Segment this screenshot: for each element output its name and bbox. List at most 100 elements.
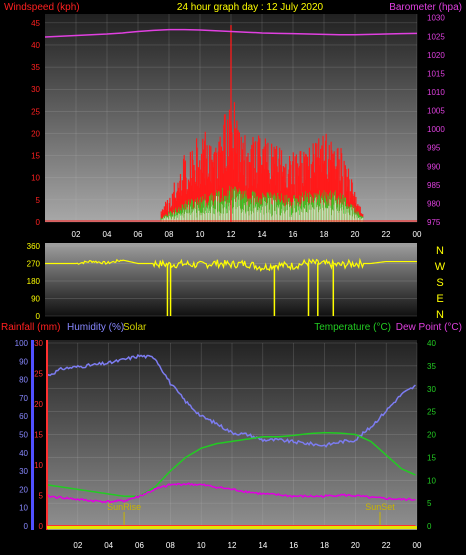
windspeed-tick-label: 0: [36, 218, 41, 227]
humidity-tick-label: 50: [19, 431, 28, 440]
barometer-tick-label: 1015: [427, 69, 445, 78]
temperature-tick-label: 10: [427, 476, 436, 485]
compass-label: N: [436, 309, 444, 321]
temperature-tick-label: 0: [427, 522, 432, 531]
temp-hour-label: 06: [135, 541, 144, 550]
temperature-tick-label: 15: [427, 453, 436, 462]
humidity-tick-label: 40: [19, 449, 28, 458]
temperature-humidity-panel: Rainfall (mm) Humidity (%) Solar Tempera…: [1, 322, 462, 550]
wind-hour-label: 16: [289, 230, 298, 239]
temp-hour-label: 10: [197, 541, 206, 550]
dewpoint-line: [46, 482, 416, 504]
rainfall-axis-bar: [46, 340, 48, 530]
rainfall-axis-label: Rainfall (mm): [1, 322, 60, 333]
rainfall-tick-label: 30: [34, 339, 43, 348]
windspeed-tick-label: 25: [31, 107, 40, 116]
barometer-tick-label: 1020: [427, 51, 445, 60]
temperature-tick-label: 35: [427, 362, 436, 371]
wind-hour-label: 04: [103, 230, 112, 239]
wind-hour-label: 22: [382, 230, 391, 239]
wind-hour-label: 08: [165, 230, 174, 239]
barometer-tick-label: 1025: [427, 32, 445, 41]
rainfall-tick-label: 25: [34, 370, 43, 379]
barometer-tick-label: 990: [427, 162, 441, 171]
graph-title: 24 hour graph day : 12 July 2020: [177, 2, 324, 13]
wind-hour-label: 00: [413, 230, 422, 239]
temp-hour-label: 16: [289, 541, 298, 550]
humidity-tick-label: 10: [19, 504, 28, 513]
direction-tick-label: 0: [36, 312, 41, 321]
temp-hour-label: 02: [73, 541, 82, 550]
wind-hour-label: 10: [196, 230, 205, 239]
rainfall-tick-label: 5: [39, 492, 44, 501]
humidity-tick-label: 60: [19, 412, 28, 421]
temp-hour-label: 00: [413, 541, 422, 550]
humidity-axis-bar: [31, 340, 34, 530]
barometer-tick-label: 1000: [427, 125, 445, 134]
barometer-tick-label: 975: [427, 218, 441, 227]
compass-label: W: [435, 261, 446, 273]
compass-label: S: [436, 277, 443, 289]
windspeed-tick-label: 45: [31, 19, 40, 28]
direction-tick-label: 270: [27, 260, 41, 269]
temperature-line: [46, 431, 416, 498]
compass-label: E: [436, 293, 443, 305]
temp-hour-label: 22: [382, 541, 391, 550]
direction-tick-label: 180: [27, 277, 41, 286]
temp-hour-label: 14: [258, 541, 267, 550]
temperature-tick-label: 25: [427, 408, 436, 417]
humidity-tick-label: 0: [24, 522, 29, 531]
windspeed-axis-label: Windspeed (kph): [4, 2, 80, 13]
temp-hour-label: 04: [104, 541, 113, 550]
wind-hour-label: 02: [72, 230, 81, 239]
compass-label: N: [436, 245, 444, 257]
solar-axis-label: Solar: [123, 322, 147, 333]
windspeed-tick-label: 5: [36, 196, 41, 205]
dewpoint-axis-label: Dew Point (°C): [396, 322, 462, 333]
temp-hour-label: 12: [228, 541, 237, 550]
barometer-tick-label: 980: [427, 199, 441, 208]
barometer-tick-label: 1030: [427, 14, 445, 23]
barometer-tick-label: 1010: [427, 88, 445, 97]
wind-hour-label: 20: [351, 230, 360, 239]
windspeed-tick-label: 30: [31, 85, 40, 94]
barometer-tick-label: 995: [427, 144, 441, 153]
windspeed-tick-label: 20: [31, 129, 40, 138]
temperature-tick-label: 20: [427, 431, 436, 440]
wind-hour-label: 18: [320, 230, 329, 239]
windspeed-tick-label: 40: [31, 41, 40, 50]
temp-hour-label: 20: [351, 541, 360, 550]
rainfall-tick-label: 20: [34, 400, 43, 409]
wind-hour-label: 12: [227, 230, 236, 239]
barometer-axis-label: Barometer (hpa): [389, 2, 462, 13]
temp-hour-label: 18: [320, 541, 329, 550]
temp-hour-label: 08: [166, 541, 175, 550]
humidity-axis-label: Humidity (%): [67, 322, 124, 333]
solar-baseline: [47, 526, 417, 529]
humidity-line: [46, 353, 416, 448]
barometer-line: [44, 28, 418, 38]
barometer-tick-label: 1005: [427, 107, 445, 116]
sun-marker-label: SunRise: [107, 502, 141, 512]
windspeed-tick-label: 10: [31, 174, 40, 183]
temperature-tick-label: 30: [427, 385, 436, 394]
humidity-tick-label: 20: [19, 485, 28, 494]
humidity-tick-label: 100: [15, 339, 29, 348]
wind-barometer-panel: Windspeed (kph) Barometer (hpa) 05101520…: [4, 2, 462, 239]
wind-hour-label: 14: [258, 230, 267, 239]
sun-marker-label: SunSet: [365, 502, 395, 512]
temperature-tick-label: 40: [427, 339, 436, 348]
temperature-axis-label: Temperature (°C): [314, 322, 391, 333]
humidity-tick-label: 80: [19, 376, 28, 385]
direction-plot-area: [45, 243, 417, 316]
rainfall-tick-label: 15: [34, 431, 43, 440]
humidity-tick-label: 30: [19, 467, 28, 476]
windspeed-tick-label: 15: [31, 152, 40, 161]
wind-hour-label: 06: [134, 230, 143, 239]
rainfall-tick-label: 10: [34, 461, 43, 470]
temperature-tick-label: 5: [427, 499, 432, 508]
humidity-tick-label: 90: [19, 357, 28, 366]
windspeed-tick-label: 35: [31, 63, 40, 72]
